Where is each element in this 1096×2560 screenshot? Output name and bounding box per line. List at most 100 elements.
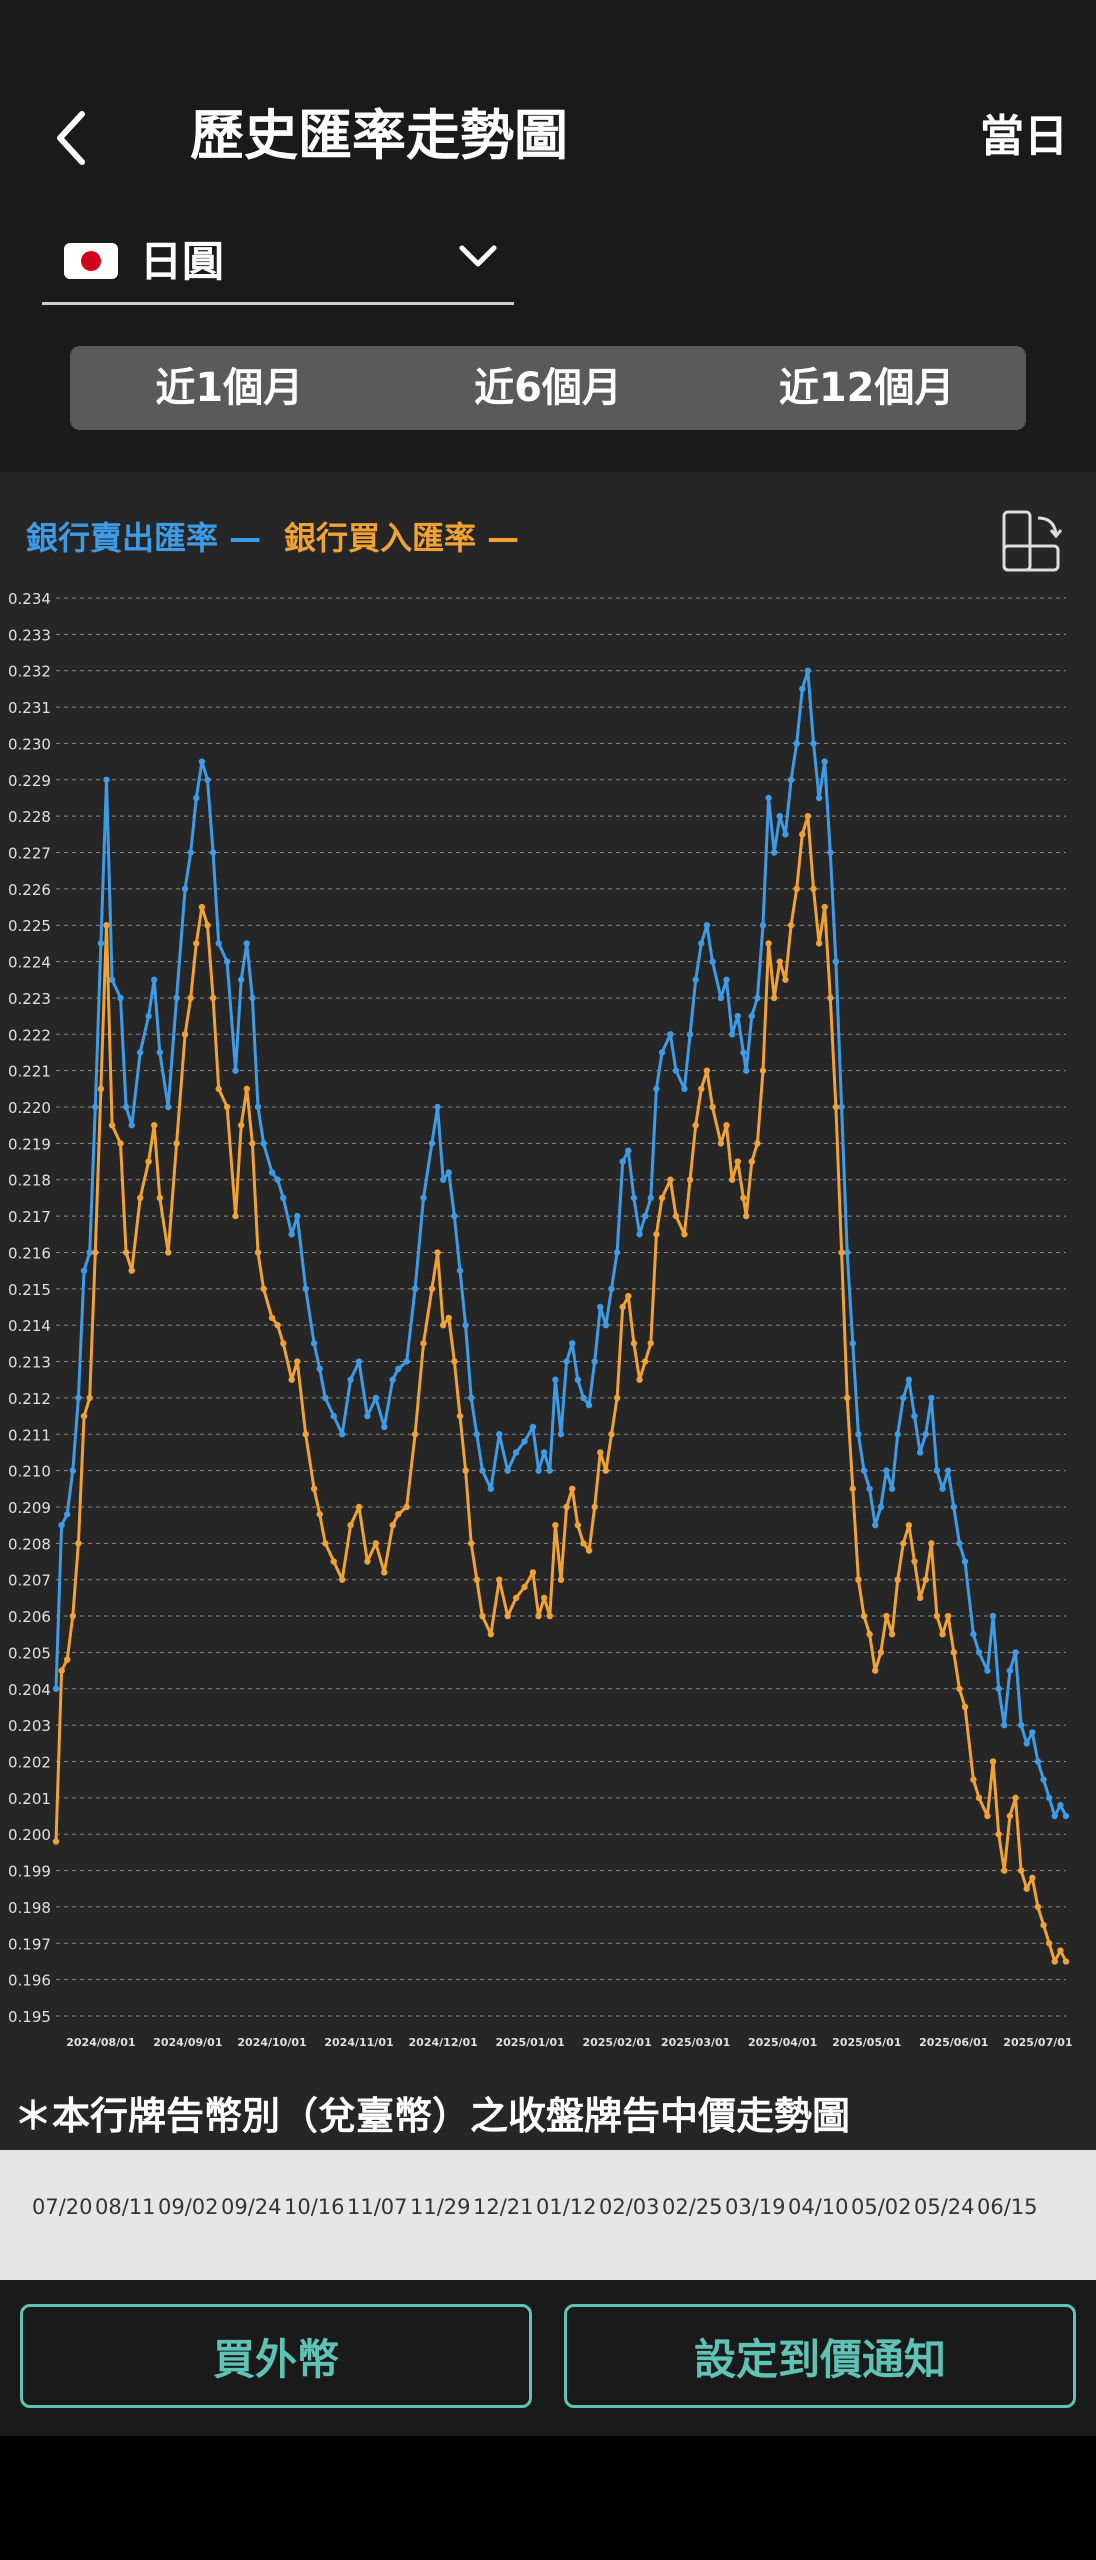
date-strip-item[interactable]: 07/20 (32, 2195, 93, 2219)
data-point (1017, 1721, 1025, 1729)
data-point (411, 1431, 419, 1438)
data-point (709, 1103, 716, 1111)
data-point (145, 1158, 152, 1165)
date-strip-item[interactable]: 03/19 (725, 2195, 786, 2219)
bottom-spacer (0, 2436, 1096, 2560)
y-tick-label: 0.222 (8, 1026, 51, 1044)
data-point (103, 922, 110, 929)
data-point (1040, 1921, 1047, 1929)
set-alert-button[interactable]: 設定到價通知 (564, 2304, 1076, 2408)
data-point (984, 1812, 991, 1820)
date-strip-item[interactable]: 02/25 (662, 2195, 723, 2219)
data-point (821, 903, 828, 911)
date-strip-item[interactable]: 09/24 (221, 2195, 282, 2219)
data-point (625, 1292, 632, 1300)
data-point (793, 740, 800, 747)
data-point (734, 1012, 741, 1020)
date-scrubber[interactable]: 07/20 08/11 09/02 09/24 10/16 11/07 11/29 12/21… (0, 2150, 1096, 2280)
back-button[interactable] (52, 108, 92, 168)
data-point (69, 1467, 77, 1474)
data-point (165, 1249, 172, 1256)
date-strip-item[interactable]: 08/11 (95, 2195, 156, 2219)
data-point (686, 1031, 694, 1038)
y-tick-label: 0.198 (8, 1899, 51, 1917)
data-point (838, 1103, 845, 1111)
data-point (557, 1576, 565, 1583)
legend-buy: 銀行買入匯率 — (284, 516, 519, 560)
data-point (950, 1503, 957, 1511)
date-strip-item[interactable]: 02/03 (599, 2195, 660, 2219)
y-tick-label: 0.215 (8, 1281, 51, 1299)
data-point (540, 1449, 548, 1456)
data-point (894, 1576, 901, 1583)
data-point (1029, 1729, 1036, 1736)
x-tick-label: 2025/03/01 (661, 2036, 730, 2049)
data-point (793, 885, 800, 893)
data-point (445, 1314, 452, 1322)
data-point (268, 1169, 276, 1176)
data-point (389, 1376, 396, 1383)
y-tick-label: 0.203 (8, 1717, 51, 1735)
data-point (703, 1067, 711, 1074)
data-point (347, 1376, 354, 1383)
data-point (316, 1511, 323, 1518)
data-point (355, 1358, 363, 1365)
date-strip-item[interactable]: 04/10 (788, 2195, 849, 2219)
data-point (754, 994, 761, 1002)
y-tick-label: 0.206 (8, 1608, 51, 1626)
rotate-screen-icon[interactable] (996, 506, 1066, 576)
data-point (970, 1631, 977, 1638)
data-point (872, 1667, 879, 1674)
tab-6-months[interactable]: 近6個月 (474, 365, 622, 411)
data-point (748, 1012, 755, 1020)
tab-12-months[interactable]: 近12個月 (778, 365, 955, 411)
data-point (591, 1358, 598, 1365)
date-strip-item[interactable]: 12/21 (473, 2195, 534, 2219)
date-strip-item[interactable]: 11/29 (410, 2195, 471, 2219)
legend-sell: 銀行賣出匯率 — (26, 516, 261, 560)
data-point (970, 1776, 977, 1783)
y-tick-label: 0.210 (8, 1463, 51, 1481)
data-point (204, 776, 211, 783)
data-point (181, 885, 189, 893)
bottom-bar: 買外幣 設定到價通知 (0, 2280, 1096, 2436)
data-point (58, 1521, 65, 1529)
today-button[interactable]: 當日 (980, 111, 1068, 162)
data-point (156, 1194, 164, 1202)
data-point (1001, 1721, 1008, 1729)
data-point (866, 1631, 873, 1638)
data-point (641, 1212, 649, 1220)
date-strip-item[interactable]: 09/02 (158, 2195, 219, 2219)
data-point (843, 1394, 851, 1402)
data-point (487, 1485, 495, 1492)
y-tick-label: 0.220 (8, 1099, 51, 1117)
currency-select[interactable]: 日圓 (42, 228, 514, 305)
date-strip-item[interactable]: 10/16 (284, 2195, 345, 2219)
data-point (1006, 1812, 1014, 1820)
buy-fx-button[interactable]: 買外幣 (20, 2304, 532, 2408)
data-point (232, 1067, 239, 1074)
date-strip-item[interactable]: 11/07 (347, 2195, 408, 2219)
data-point (117, 1140, 124, 1147)
data-point (984, 1667, 991, 1674)
date-strip-item[interactable]: 01/12 (536, 2195, 597, 2219)
data-point (381, 1423, 388, 1431)
y-tick-label: 0.197 (8, 1935, 51, 1953)
data-point (734, 1158, 741, 1165)
tab-1-month[interactable]: 近1個月 (155, 365, 304, 411)
data-point (136, 1194, 144, 1202)
data-point (625, 1147, 632, 1154)
data-point (613, 1249, 621, 1256)
date-strip-item[interactable]: 05/02 (851, 2195, 912, 2219)
currency-selected-label: 日圓 (140, 237, 225, 286)
data-point (933, 1467, 941, 1474)
data-point (916, 1594, 924, 1602)
data-point (193, 940, 200, 947)
date-strip-item[interactable]: 06/15 (977, 2195, 1038, 2219)
date-strip-item[interactable]: 05/24 (914, 2195, 975, 2219)
data-point (883, 1467, 890, 1474)
data-point (274, 1176, 281, 1183)
data-point (521, 1583, 528, 1591)
data-point (1034, 1758, 1042, 1765)
data-point (136, 1049, 144, 1056)
